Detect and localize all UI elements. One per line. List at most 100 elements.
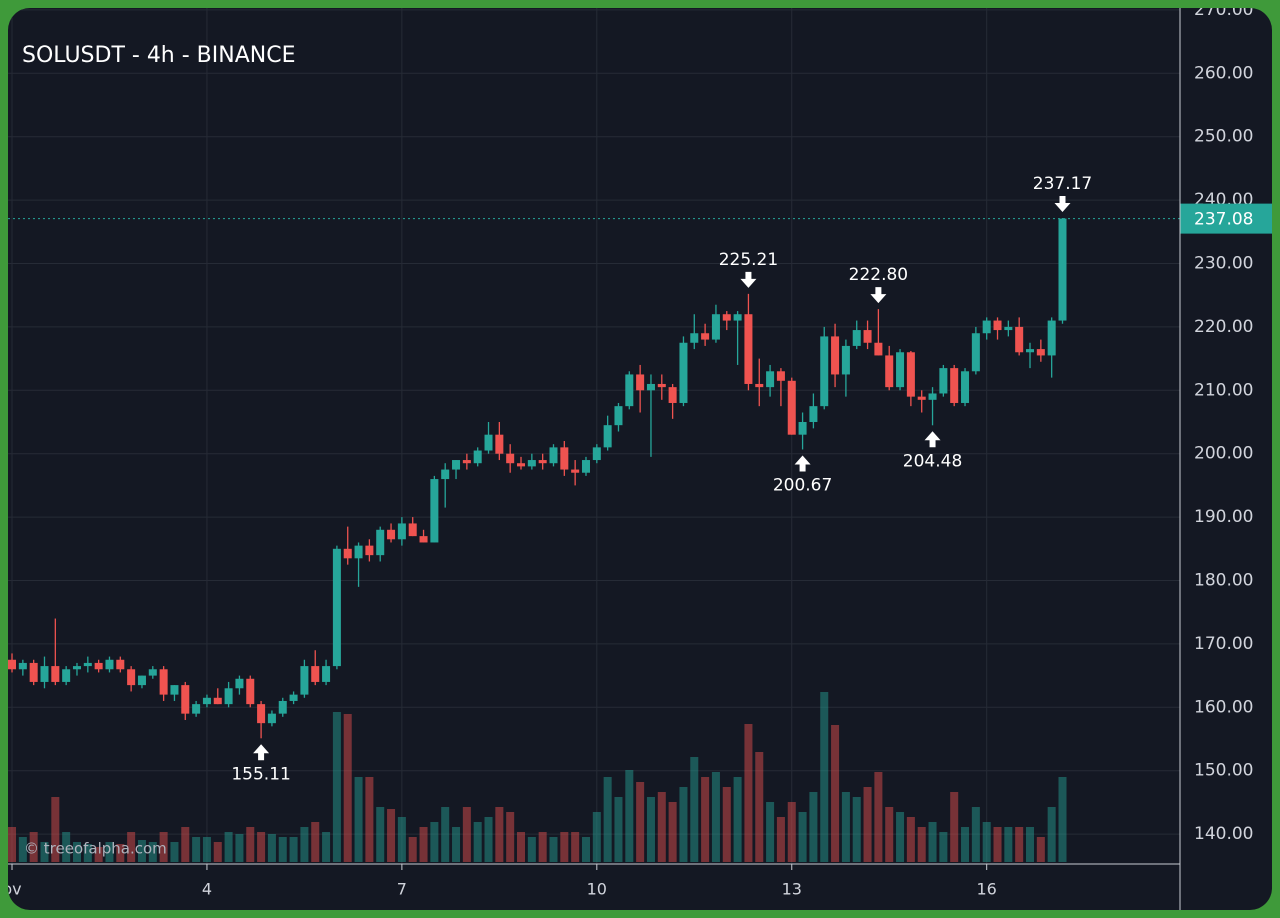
candle-body — [51, 666, 60, 682]
volume-bar — [614, 797, 623, 862]
volume-bar — [766, 802, 775, 862]
candle-body — [484, 434, 493, 451]
volume-bar — [755, 752, 764, 862]
candle-body — [928, 393, 937, 400]
candle-body — [257, 704, 266, 724]
annotation-arrow — [924, 431, 941, 448]
candle-body — [419, 536, 428, 543]
candle-body — [430, 479, 439, 543]
candle-body — [831, 336, 840, 375]
volume-bar — [917, 827, 926, 862]
volume-bar — [419, 827, 428, 862]
volume-bar — [1026, 827, 1035, 862]
volume-bar — [571, 832, 580, 862]
candle-body — [235, 678, 244, 689]
candle-body — [397, 523, 406, 540]
x-tick-label: 16 — [977, 880, 997, 899]
volume-bar — [300, 827, 309, 862]
y-tick-label: 160.00 — [1194, 697, 1253, 717]
volume-bar — [950, 792, 959, 862]
candle-body — [473, 450, 482, 464]
candle-body — [311, 666, 320, 682]
candle-body — [72, 666, 81, 670]
candle-body — [1004, 326, 1013, 331]
volume-bar — [148, 842, 157, 862]
candle-body — [29, 662, 38, 682]
candle-body — [776, 371, 785, 381]
candle-body — [581, 460, 590, 473]
candle-body — [202, 697, 211, 705]
volume-bar — [127, 832, 136, 862]
candle-body — [733, 314, 742, 321]
y-tick-label: 170.00 — [1194, 634, 1253, 654]
volume-bar — [961, 827, 970, 862]
volume-bar — [690, 757, 699, 862]
candle-body — [343, 548, 352, 559]
candle-body — [300, 666, 309, 695]
candle-body — [289, 694, 298, 701]
volume-bar — [722, 787, 731, 862]
volume-bar — [62, 832, 71, 862]
x-tick-label: 4 — [202, 880, 212, 899]
candle-body — [105, 659, 114, 670]
annotation-label: 155.11 — [231, 764, 290, 784]
candle-body — [917, 396, 926, 400]
y-tick-label: 180.00 — [1194, 571, 1253, 591]
candle-body — [809, 406, 818, 423]
y-tick-label: 140.00 — [1194, 824, 1253, 844]
volume-bar — [72, 842, 81, 862]
candle-body — [1058, 218, 1067, 321]
volume-bar — [787, 802, 796, 862]
volume-bar — [495, 807, 504, 862]
volume-bar — [94, 847, 103, 862]
volume-bar — [668, 802, 677, 862]
volume-bar — [343, 714, 352, 862]
volume-bar — [51, 797, 60, 862]
volume-bar — [831, 725, 840, 862]
volume-bar — [928, 822, 937, 862]
volume-bar — [1036, 837, 1045, 862]
volume-bar — [711, 772, 720, 862]
y-tick-label: 220.00 — [1194, 317, 1253, 337]
volume-bar — [971, 807, 980, 862]
volume-bar — [1015, 827, 1024, 862]
volume-bar — [733, 777, 742, 862]
candle-body — [766, 371, 775, 388]
candle-body — [950, 368, 959, 403]
volume-bar — [105, 842, 114, 862]
candle-body — [83, 662, 92, 667]
candle-body — [744, 314, 753, 384]
volume-bar — [625, 770, 634, 862]
annotation-label: 225.21 — [719, 250, 778, 270]
candle-body — [192, 704, 201, 714]
y-tick-label: 150.00 — [1194, 761, 1253, 781]
candle-body — [798, 422, 807, 435]
y-tick-label: 200.00 — [1194, 444, 1253, 464]
candle-body — [787, 380, 796, 435]
volume-bar — [202, 837, 211, 862]
candle-body — [982, 320, 991, 334]
candle-body — [365, 545, 374, 556]
candle-body — [971, 333, 980, 372]
candle-body — [322, 666, 331, 682]
candle-body — [159, 669, 168, 695]
candle-body — [213, 697, 222, 705]
candle-body — [571, 469, 580, 473]
volume-bar — [885, 807, 894, 862]
candle-body — [755, 383, 764, 388]
candle-body — [668, 387, 677, 403]
plot: 140.00 150.00 160.00 170.00 180.00 190.00 200.… — [8, 8, 1272, 899]
candle-body — [863, 330, 872, 343]
candle-body — [441, 469, 450, 480]
volume-bar — [798, 812, 807, 862]
volume-bar — [170, 842, 179, 862]
volume-bar — [213, 842, 222, 862]
candle-body — [148, 669, 157, 676]
volume-bar — [874, 772, 883, 862]
volume-bar — [636, 782, 645, 862]
candle-body — [874, 342, 883, 356]
volume-bar — [993, 827, 1002, 862]
candle-body — [40, 666, 49, 682]
candle-body — [332, 548, 341, 667]
candle-body — [18, 662, 27, 670]
